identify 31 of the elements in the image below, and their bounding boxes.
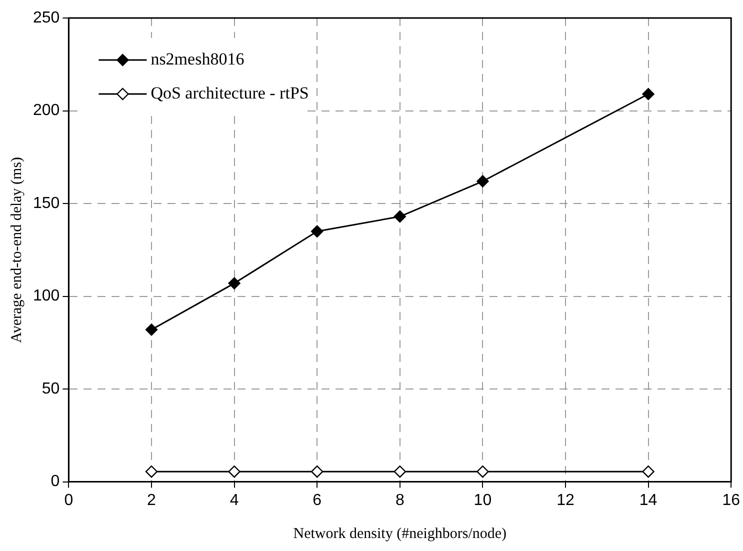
x-tick-label: 2: [147, 492, 156, 509]
point: [228, 277, 240, 290]
x-tick-label: 0: [64, 492, 74, 509]
x-tick-label: 6: [312, 492, 322, 509]
x-tick-label: 4: [230, 492, 239, 509]
y-tick-label: 200: [32, 102, 60, 120]
y-axis-title: Average end-to-end delay (ms): [8, 156, 25, 343]
point: [394, 465, 406, 478]
point: [311, 465, 324, 478]
x-tick-label: 12: [556, 492, 574, 509]
point: [476, 465, 489, 478]
point: [642, 465, 654, 478]
y-tick-label: 0: [50, 473, 60, 490]
point: [145, 465, 158, 478]
point: [394, 210, 406, 223]
x-tick-label: 14: [639, 492, 658, 509]
legend-label: QoS architecture - rtPS: [150, 83, 309, 102]
legend-label: ns2mesh8016: [150, 49, 244, 68]
y-tick-label: 100: [32, 288, 60, 305]
y-tick-label: 50: [42, 380, 60, 398]
point: [311, 225, 324, 238]
y-tick-label: 250: [32, 9, 60, 26]
x-axis-title: Network density (#neighbors/node): [293, 526, 507, 542]
x-tick-label: 16: [722, 492, 740, 509]
point: [642, 88, 654, 100]
x-tick-label: 8: [395, 492, 404, 509]
point: [145, 324, 158, 336]
point: [228, 465, 240, 478]
x-tick-label: 10: [474, 492, 492, 509]
point: [476, 175, 489, 188]
y-tick-label: 150: [32, 194, 60, 212]
